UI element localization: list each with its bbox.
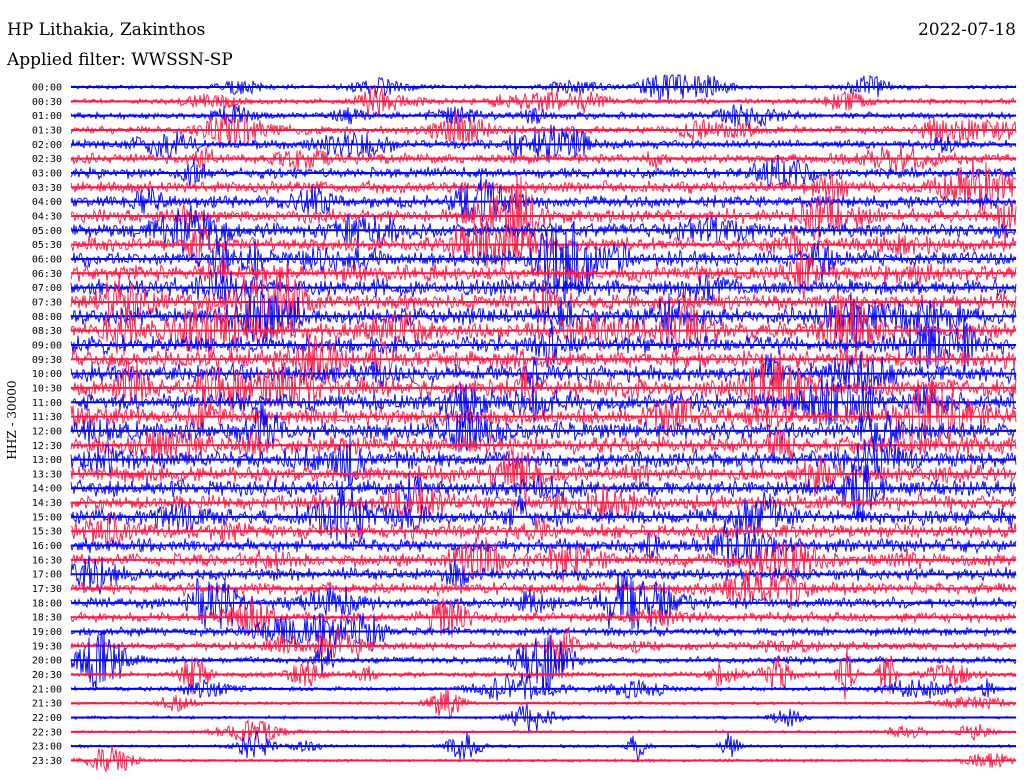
time-tick-label: 19:00 (32, 627, 62, 638)
time-tick-label: 14:30 (32, 498, 62, 509)
seismic-trace (70, 221, 1017, 269)
seismic-trace (70, 480, 1017, 548)
time-tick-label: 11:30 (32, 412, 62, 423)
time-tick-label: 15:00 (32, 512, 62, 523)
time-tick-label: 16:30 (32, 555, 62, 566)
time-tick-label: 14:00 (32, 484, 62, 495)
seismic-trace (70, 378, 1017, 455)
seismic-trace (70, 746, 1017, 773)
time-tick-label: 23:00 (32, 742, 62, 753)
time-tick-label: 10:30 (32, 383, 62, 394)
filter-label: Applied filter: WWSSN-SP (7, 50, 233, 70)
seismic-trace (70, 220, 1017, 304)
time-tick-label: 04:30 (32, 211, 62, 222)
time-tick-label: 00:00 (32, 83, 62, 94)
time-tick-label: 01:30 (32, 125, 62, 136)
seismic-trace (70, 104, 1017, 128)
time-tick-label: 10:00 (32, 369, 62, 380)
seismic-trace (70, 154, 1017, 190)
seismic-trace (70, 463, 1017, 523)
time-tick-label: 22:30 (32, 727, 62, 738)
time-tick-label: 00:30 (32, 97, 62, 108)
time-tick-label: 20:30 (32, 670, 62, 681)
time-tick-label: 02:30 (32, 154, 62, 165)
time-tick-label: 05:30 (32, 240, 62, 251)
time-tick-label: 17:00 (32, 570, 62, 581)
seismic-trace (70, 145, 1017, 174)
time-tick-label: 09:30 (32, 355, 62, 366)
seismic-trace (70, 626, 1017, 673)
time-tick-label: 03:00 (32, 168, 62, 179)
time-tick-label: 13:30 (32, 469, 62, 480)
time-tick-label: 20:00 (32, 656, 62, 667)
time-tick-label: 19:30 (32, 641, 62, 652)
seismic-trace (70, 513, 1017, 549)
time-tick-label: 03:30 (32, 183, 62, 194)
time-tick-label: 17:30 (32, 584, 62, 595)
time-tick-label: 06:00 (32, 254, 62, 265)
time-tick-label: 23:30 (32, 756, 62, 767)
station-title: HP Lithakia, Zakinthos (7, 20, 206, 40)
time-tick-label: 09:00 (32, 340, 62, 351)
time-tick-label: 07:30 (32, 297, 62, 308)
date-label: 2022-07-18 (917, 20, 1016, 40)
seismic-trace (70, 346, 1017, 428)
time-tick-label: 13:00 (32, 455, 62, 466)
time-tick-label: 05:00 (32, 226, 62, 237)
time-tick-label: 08:00 (32, 312, 62, 323)
time-tick-label: 15:30 (32, 527, 62, 538)
seismic-trace (70, 436, 1017, 487)
time-tick-label: 16:00 (32, 541, 62, 552)
time-tick-label: 21:00 (32, 684, 62, 695)
seismic-trace (70, 73, 1017, 102)
time-tick-label: 08:30 (32, 326, 62, 337)
time-tick-label: 21:30 (32, 699, 62, 710)
time-tick-label: 06:30 (32, 269, 62, 280)
seismic-trace (70, 449, 1017, 501)
time-tick-label: 18:30 (32, 613, 62, 624)
time-tick-label: 11:00 (32, 398, 62, 409)
time-tick-label: 02:00 (32, 140, 62, 151)
seismic-trace (70, 351, 1017, 396)
time-tick-label: 22:00 (32, 713, 62, 724)
seismic-trace (70, 399, 1017, 453)
time-tick-label: 12:30 (32, 441, 62, 452)
seismic-trace (70, 571, 1017, 631)
time-tick-label: 12:00 (32, 426, 62, 437)
time-tick-label: 01:00 (32, 111, 62, 122)
time-tick-label: 18:00 (32, 598, 62, 609)
seismic-trace (70, 525, 1017, 569)
time-tick-label: 04:00 (32, 197, 62, 208)
seismic-trace (70, 555, 1017, 595)
time-tick-label: 07:00 (32, 283, 62, 294)
